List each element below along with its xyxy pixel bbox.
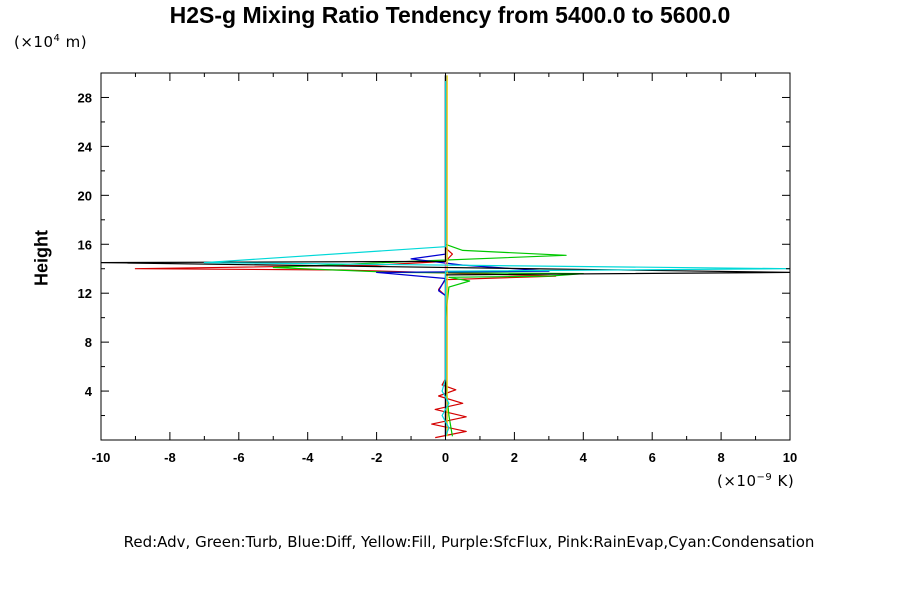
y-axis-units: (×104 m) (14, 33, 87, 51)
chart-title: H2S-g Mixing Ratio Tendency from 5400.0 … (169, 2, 731, 28)
legend-note: Red:Adv, Green:Turb, Blue:Diff, Yellow:F… (123, 533, 815, 551)
x-tick-label: 4 (580, 450, 588, 465)
x-tick-label: -10 (92, 450, 111, 465)
series-line-adv (134, 75, 557, 439)
y-tick-label: 24 (78, 139, 93, 154)
y-tick-label: 4 (85, 384, 93, 399)
x-units-base: (×10 (717, 472, 757, 490)
x-tick-label: -8 (164, 450, 176, 465)
y-tick-label: 28 (78, 90, 92, 105)
x-tick-label: 8 (717, 450, 724, 465)
x-tick-label: 10 (783, 450, 797, 465)
x-units-exponent: −9 (756, 472, 773, 483)
y-units-base: (×10 (14, 33, 54, 51)
series-line-turb (272, 75, 584, 437)
y-tick-label: 20 (78, 188, 92, 203)
y-tick-label: 12 (78, 286, 92, 301)
x-axis-units: (×10−9 K) (717, 472, 794, 490)
x-tick-label: 0 (442, 450, 449, 465)
y-units-exponent: 4 (53, 33, 61, 44)
x-tick-label: 6 (649, 450, 656, 465)
y-units-tail: m) (60, 33, 88, 51)
y-tick-label: 16 (78, 237, 92, 252)
x-tick-label: -2 (371, 450, 383, 465)
series-line-diff (376, 75, 550, 437)
series-line-condensation (203, 75, 790, 437)
x-units-tail: K) (772, 472, 795, 490)
x-tick-label: 2 (511, 450, 518, 465)
y-tick-label: 8 (85, 335, 92, 350)
x-tick-label: -6 (233, 450, 245, 465)
series-layer (101, 75, 790, 439)
x-tick-label: -4 (302, 450, 314, 465)
